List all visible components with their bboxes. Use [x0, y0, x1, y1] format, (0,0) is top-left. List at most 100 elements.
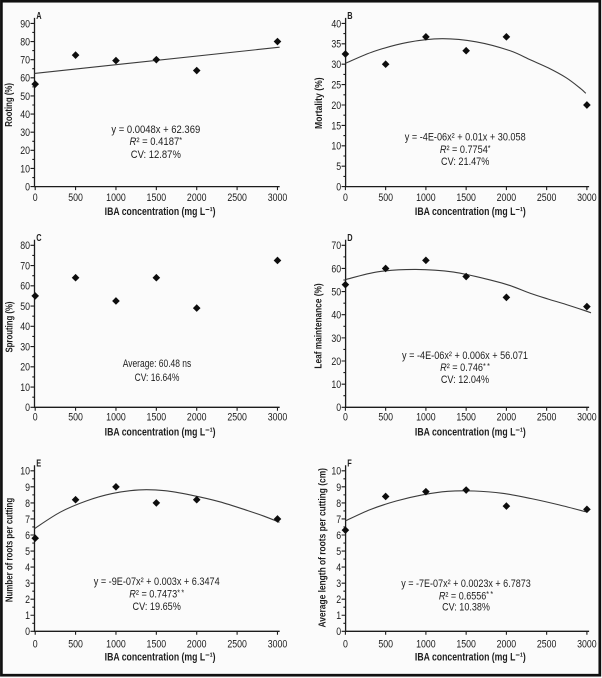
svg-text:40: 40 [331, 18, 341, 30]
svg-text:1500: 1500 [456, 639, 476, 651]
svg-text:2500: 2500 [537, 412, 557, 424]
svg-text:9: 9 [25, 482, 30, 494]
svg-text:y = -9E-07x² + 0.003x + 6.3474: y = -9E-07x² + 0.003x + 6.3474 [94, 576, 220, 588]
svg-text:Rooting (%): Rooting (%) [3, 83, 14, 127]
svg-text:10: 10 [20, 466, 30, 478]
svg-text:30: 30 [20, 342, 30, 354]
svg-text:0: 0 [25, 626, 30, 638]
svg-text:1500: 1500 [147, 412, 167, 424]
svg-text:D: D [347, 232, 352, 243]
svg-text:B: B [347, 10, 352, 21]
svg-text:E: E [36, 457, 41, 468]
svg-text:R² = 0.4187*: R² = 0.4187* [130, 135, 183, 148]
svg-text:20: 20 [331, 100, 341, 112]
svg-text:0: 0 [25, 182, 30, 194]
svg-text:5: 5 [336, 546, 341, 558]
svg-text:500: 500 [378, 639, 393, 651]
svg-text:2000: 2000 [187, 192, 207, 204]
svg-text:0: 0 [336, 182, 341, 194]
svg-text:60: 60 [20, 281, 30, 293]
svg-text:8: 8 [336, 498, 341, 510]
svg-text:40: 40 [331, 310, 341, 322]
svg-text:70: 70 [20, 55, 30, 67]
svg-text:2500: 2500 [537, 639, 557, 651]
svg-text:25: 25 [331, 80, 341, 92]
svg-text:y = 0.0048x + 62.369: y = 0.0048x + 62.369 [111, 124, 200, 136]
svg-text:CV: 10.38%: CV: 10.38% [442, 602, 490, 614]
svg-text:C: C [36, 232, 42, 243]
svg-text:40: 40 [20, 109, 30, 121]
svg-text:3000: 3000 [268, 639, 288, 651]
svg-text:IBA concentration (mg L⁻¹): IBA concentration (mg L⁻¹) [415, 206, 526, 218]
svg-text:2000: 2000 [497, 639, 517, 651]
svg-text:70: 70 [331, 240, 341, 252]
svg-text:40: 40 [20, 321, 30, 333]
svg-text:2000: 2000 [187, 639, 207, 651]
svg-text:0: 0 [33, 192, 38, 204]
svg-text:CV: 12.04%: CV: 12.04% [441, 374, 489, 386]
svg-text:90: 90 [20, 18, 30, 30]
svg-text:0: 0 [336, 626, 341, 638]
svg-text:500: 500 [378, 412, 393, 424]
svg-text:0: 0 [343, 192, 348, 204]
svg-text:500: 500 [68, 639, 83, 651]
svg-text:500: 500 [68, 192, 83, 204]
svg-text:8: 8 [25, 498, 30, 510]
svg-text:5: 5 [336, 161, 341, 173]
svg-text:30: 30 [20, 127, 30, 139]
svg-text:CV: 12.87%: CV: 12.87% [131, 149, 181, 161]
svg-text:9: 9 [336, 482, 341, 494]
svg-text:0: 0 [25, 402, 30, 414]
svg-text:1000: 1000 [416, 639, 436, 651]
svg-text:1000: 1000 [106, 639, 126, 651]
svg-text:1000: 1000 [106, 192, 126, 204]
svg-text:10: 10 [331, 141, 341, 153]
svg-text:50: 50 [20, 91, 30, 103]
svg-text:1000: 1000 [106, 412, 126, 424]
svg-text:3000: 3000 [577, 412, 597, 424]
svg-text:1500: 1500 [147, 639, 167, 651]
svg-text:50: 50 [20, 301, 30, 313]
svg-text:Number of roots per cutting: Number of roots per cutting [4, 498, 15, 602]
svg-text:80: 80 [20, 240, 30, 252]
svg-text:500: 500 [378, 192, 393, 204]
svg-text:IBA concentration (mg L⁻¹): IBA concentration (mg L⁻¹) [415, 427, 526, 439]
svg-text:30: 30 [331, 333, 341, 345]
svg-text:500: 500 [68, 412, 83, 424]
svg-text:IBA concentration (mg L⁻¹): IBA concentration (mg L⁻¹) [105, 206, 216, 218]
svg-text:10: 10 [331, 379, 341, 391]
svg-text:3: 3 [336, 578, 341, 590]
svg-text:1: 1 [25, 610, 30, 622]
svg-text:80: 80 [20, 37, 30, 49]
svg-text:20: 20 [20, 145, 30, 157]
svg-text:20: 20 [20, 362, 30, 374]
svg-text:20: 20 [331, 356, 341, 368]
svg-text:A: A [36, 10, 42, 21]
svg-text:2: 2 [25, 594, 30, 606]
svg-text:F: F [347, 457, 352, 468]
svg-text:2000: 2000 [497, 192, 517, 204]
svg-text:10: 10 [331, 466, 341, 478]
svg-text:Average: 60.48 ns: Average: 60.48 ns [123, 358, 192, 370]
svg-text:3: 3 [25, 578, 30, 590]
svg-text:6: 6 [25, 530, 30, 542]
svg-text:1000: 1000 [416, 192, 436, 204]
svg-text:1: 1 [336, 610, 341, 622]
svg-text:CV: 16.64%: CV: 16.64% [135, 372, 180, 384]
svg-text:Leaf maintenance (%): Leaf maintenance (%) [313, 283, 324, 368]
svg-text:1000: 1000 [416, 412, 436, 424]
svg-text:2500: 2500 [537, 192, 557, 204]
svg-text:CV: 21.47%: CV: 21.47% [441, 156, 489, 168]
svg-text:IBA concentration (mg L⁻¹): IBA concentration (mg L⁻¹) [105, 652, 216, 664]
svg-text:Mortality (%): Mortality (%) [313, 77, 324, 129]
svg-text:2000: 2000 [187, 412, 207, 424]
svg-text:R² = 0.6556* *: R² = 0.6556* * [439, 589, 493, 602]
svg-text:60: 60 [331, 264, 341, 276]
svg-text:50: 50 [331, 287, 341, 299]
svg-text:2500: 2500 [227, 412, 247, 424]
svg-text:IBA concentration (mg L⁻¹): IBA concentration (mg L⁻¹) [105, 427, 216, 439]
svg-text:2: 2 [336, 594, 341, 606]
svg-text:30: 30 [331, 59, 341, 71]
svg-text:Average length of roots per cu: Average length of roots per cutting (cm) [317, 468, 328, 627]
svg-text:3000: 3000 [577, 192, 597, 204]
